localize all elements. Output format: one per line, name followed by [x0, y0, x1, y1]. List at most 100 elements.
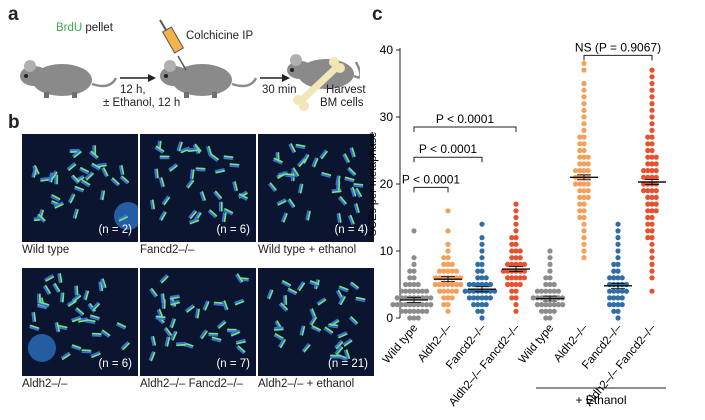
data-point — [539, 308, 545, 314]
data-point — [415, 308, 421, 314]
data-point — [398, 295, 404, 301]
data-point — [445, 208, 451, 214]
data-point — [543, 288, 549, 294]
data-point — [428, 302, 434, 308]
data-point — [432, 281, 438, 288]
data-point — [649, 214, 655, 221]
data-point — [449, 281, 455, 288]
time1-label-line2: ± Ethanol, 12 h — [103, 97, 181, 109]
data-point — [607, 288, 613, 294]
data-point — [411, 308, 417, 314]
data-point — [534, 302, 540, 308]
y-tick-label: 10 — [380, 244, 394, 258]
data-point — [419, 308, 425, 314]
data-point — [453, 268, 459, 274]
data-point — [411, 315, 417, 321]
data-point — [547, 315, 553, 321]
data-point — [581, 221, 587, 227]
data-point — [641, 181, 647, 187]
data-point — [441, 261, 447, 267]
data-point — [555, 302, 561, 308]
data-point — [645, 194, 651, 200]
time1-label-line1: 12 h, — [120, 84, 146, 96]
data-point — [581, 107, 587, 113]
data-point — [645, 214, 651, 221]
sce-scatter-chart: 0 10 20 30 40 SCEs per metaphase P < 0.0001 P <… — [367, 40, 666, 409]
data-point — [555, 288, 561, 294]
data-point — [517, 261, 523, 267]
data-point — [611, 302, 617, 308]
data-point — [513, 302, 519, 308]
significance-bracket — [583, 54, 653, 61]
micrograph-caption: Aldh2–/– + ethanol — [258, 378, 355, 390]
mouse-icon — [160, 60, 258, 98]
data-point — [445, 281, 451, 288]
data-point — [619, 275, 625, 281]
data-point — [513, 275, 519, 281]
data-point — [649, 188, 655, 194]
panel-letter-b: b — [8, 112, 20, 133]
significance-bracket — [413, 156, 483, 163]
data-point — [649, 228, 655, 234]
data-point — [398, 302, 404, 308]
data-point — [509, 268, 515, 274]
significance-label: NS (P = 0.9067) — [575, 40, 661, 54]
data-point — [513, 221, 519, 227]
metaphase-micrograph: (n = 6) — [22, 268, 138, 376]
data-point — [615, 275, 621, 281]
data-point — [411, 228, 417, 234]
data-point — [649, 154, 655, 160]
y-tick-label: 0 — [386, 311, 393, 325]
data-point — [653, 208, 659, 214]
data-point — [649, 121, 655, 127]
data-point — [513, 255, 519, 261]
data-point — [445, 288, 451, 294]
significance-bracket — [413, 126, 517, 133]
data-point — [483, 295, 489, 301]
data-point — [551, 302, 557, 308]
data-point — [407, 315, 413, 321]
data-point — [509, 235, 515, 241]
data-point — [475, 275, 481, 281]
data-point — [649, 275, 655, 281]
data-point — [437, 288, 443, 294]
data-point — [577, 214, 583, 221]
data-point — [615, 221, 621, 227]
data-point — [645, 174, 651, 180]
data-point — [479, 275, 485, 281]
data-point — [403, 302, 409, 308]
data-point — [539, 288, 545, 294]
data-point — [577, 208, 583, 214]
data-point — [645, 188, 651, 194]
data-point — [581, 134, 587, 140]
data-point — [585, 154, 591, 160]
data-point — [479, 261, 485, 267]
y-tick-label: 30 — [380, 110, 394, 124]
data-point — [577, 147, 583, 154]
data-point — [449, 268, 455, 274]
data-point — [411, 255, 417, 261]
data-point — [415, 281, 421, 288]
data-point — [445, 308, 451, 314]
data-point — [441, 288, 447, 294]
panel-letter-a: a — [8, 4, 19, 25]
data-point — [649, 248, 655, 254]
data-point — [479, 248, 485, 254]
data-point — [649, 67, 655, 73]
data-point — [475, 302, 481, 308]
data-point — [649, 194, 655, 200]
data-point — [611, 295, 617, 301]
ethanol-group-label: + Ethanol — [575, 393, 626, 407]
data-point — [645, 161, 651, 167]
data-point — [471, 288, 477, 294]
micrograph-n-count: (n = 7) — [216, 358, 250, 370]
data-point — [581, 235, 587, 241]
x-tick-label: Wild type — [381, 322, 421, 366]
data-point — [653, 201, 659, 207]
data-point — [581, 255, 587, 261]
data-point — [403, 295, 409, 301]
data-point — [577, 161, 583, 167]
data-point — [649, 147, 655, 154]
significance-label: P < 0.0001 — [436, 112, 494, 126]
data-point — [509, 288, 515, 294]
